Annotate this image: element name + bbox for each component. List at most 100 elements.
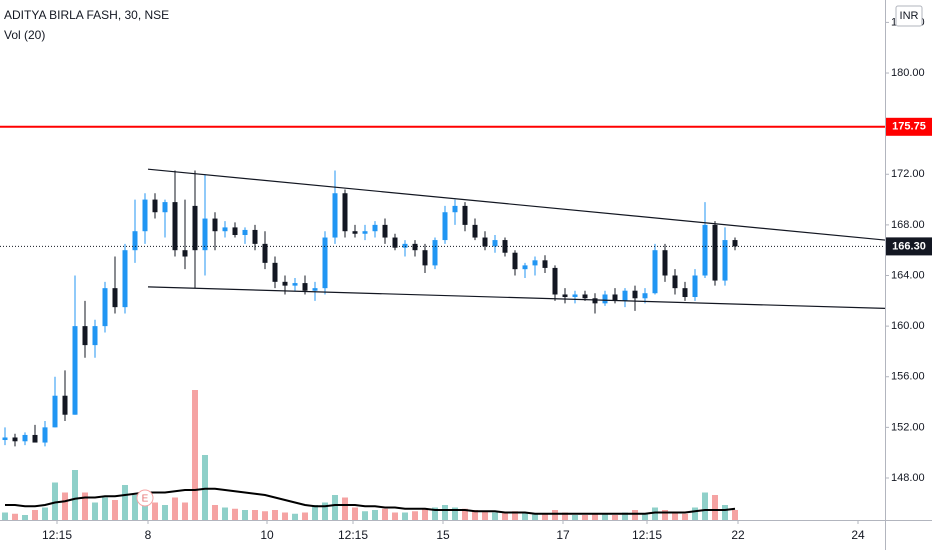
candle-body: [392, 237, 398, 248]
candle-body: [162, 202, 168, 213]
candle-body: [582, 294, 588, 299]
volume-bar: [682, 513, 688, 520]
volume-bar: [152, 502, 158, 520]
candle-body: [12, 437, 18, 442]
last-price-box: [886, 237, 932, 256]
horizontal-line-label: 175.75: [892, 121, 926, 133]
volume-bar: [262, 511, 268, 520]
volume-bar: [72, 470, 78, 520]
horizontal-line-box: [886, 117, 932, 136]
volume-bar: [352, 507, 358, 520]
volume-bar: [82, 492, 88, 520]
volume-bar: [92, 502, 98, 520]
candle-body: [112, 288, 118, 308]
candle-body: [532, 260, 538, 266]
trend-line: [147, 168, 886, 241]
volume-bar: [572, 515, 578, 520]
volume-bar: [62, 492, 68, 520]
volume-bar: [412, 511, 418, 520]
y-tick-label: 168.00: [891, 219, 925, 231]
volume-ma-line: [5, 487, 736, 515]
candle-body: [352, 231, 358, 234]
volume-label: Vol (20): [4, 28, 45, 42]
volume-bar: [452, 507, 458, 520]
candle-body: [442, 212, 448, 241]
volume-bar: [502, 512, 508, 520]
candle-body: [222, 227, 228, 232]
y-tick-label: 172.00: [891, 168, 925, 180]
candle-body: [42, 427, 48, 443]
volume-bar: [562, 512, 568, 520]
candle-body: [192, 205, 198, 251]
volume-bar: [532, 513, 538, 520]
volume-bar: [12, 513, 18, 520]
candle-body: [592, 298, 598, 304]
candle-body: [622, 290, 628, 301]
candle-body: [732, 240, 738, 247]
y-tick-label: 180.00: [891, 67, 925, 79]
x-tick-label: 22: [731, 528, 745, 542]
volume-bar: [192, 390, 198, 520]
x-tick-label: 8: [145, 528, 152, 542]
volume-bar: [142, 500, 148, 520]
trend-line: [147, 286, 886, 310]
volume-bar: [712, 495, 718, 520]
candle-body: [272, 262, 278, 282]
candle-body: [522, 265, 528, 270]
volume-bar: [432, 507, 438, 520]
event-marker: [136, 489, 154, 507]
last-price-label: 166.30: [892, 240, 926, 252]
candle-body: [552, 267, 558, 295]
candle-body: [462, 205, 468, 225]
chart-title: ADITYA BIRLA FASH, 30, NSE: [4, 8, 169, 22]
candle-body: [472, 224, 478, 238]
volume-bar: [302, 512, 308, 520]
volume-bar: [472, 510, 478, 520]
currency[interactable]: INR: [900, 10, 919, 22]
volume-bar: [112, 500, 118, 520]
event-marker-label: E: [142, 494, 149, 505]
candle-body: [432, 240, 438, 266]
candle-body: [292, 283, 298, 286]
volume-bar: [122, 485, 128, 520]
candle-body: [712, 224, 718, 281]
candle-body: [562, 294, 568, 298]
candle-body: [412, 243, 418, 251]
candle-body: [122, 250, 128, 308]
candle-body: [262, 243, 268, 263]
candle-body: [252, 229, 258, 244]
volume-bar: [182, 502, 188, 520]
volume-bar: [32, 510, 38, 520]
volume-bar: [642, 513, 648, 520]
candle-body: [142, 199, 148, 232]
x-tick-label: 17: [556, 528, 570, 542]
volume-bar: [622, 512, 628, 520]
currency-box[interactable]: [895, 5, 923, 27]
volume-bar: [372, 510, 378, 520]
candle-body: [92, 326, 98, 346]
candle-body: [282, 281, 288, 286]
candle-body: [202, 218, 208, 251]
candle-body: [452, 205, 458, 213]
candle-body: [682, 288, 688, 298]
candle-body: [182, 250, 188, 257]
x-tick-label: 15: [436, 528, 450, 542]
y-tick-label: 156.00: [891, 371, 925, 383]
volume-bar: [602, 513, 608, 520]
candle-body: [52, 395, 58, 428]
volume-bar: [702, 492, 708, 520]
candle-body: [652, 250, 658, 294]
volume-bar: [132, 495, 138, 520]
volume-bar: [282, 512, 288, 520]
candle-body: [302, 283, 308, 291]
candle-body: [2, 437, 8, 441]
volume-bar: [272, 510, 278, 520]
price-axis-bg: [886, 0, 932, 520]
y-tick-label: 148.00: [891, 472, 925, 484]
candle-body: [572, 294, 578, 298]
candle-body: [492, 240, 498, 247]
volume-bar: [332, 495, 338, 520]
volume-bar: [162, 505, 168, 520]
volume-bar: [672, 512, 678, 520]
